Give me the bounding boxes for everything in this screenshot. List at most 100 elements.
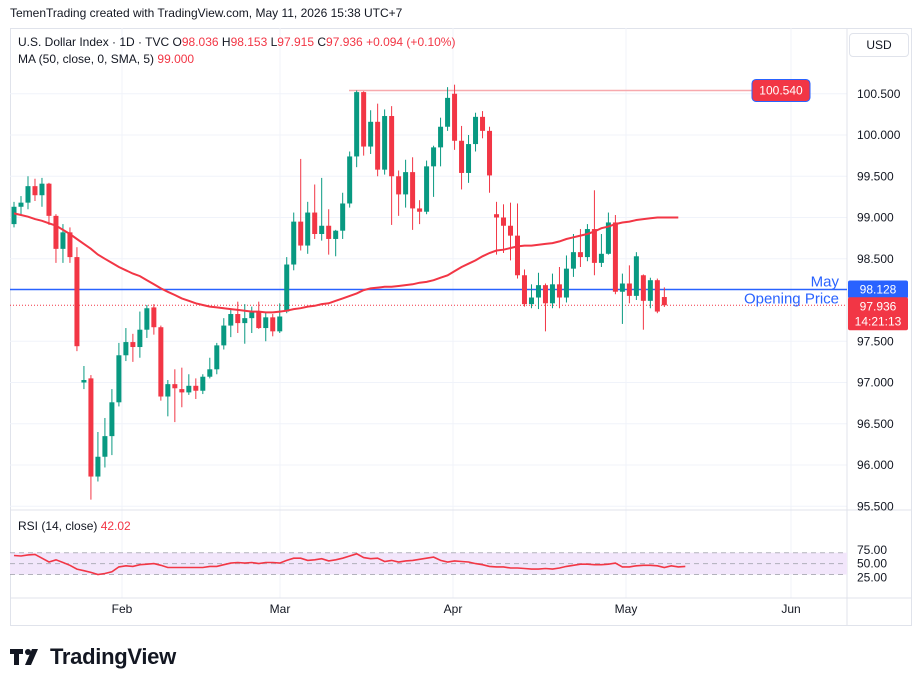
candle-body xyxy=(619,283,625,292)
candle-body xyxy=(528,297,534,305)
price-tick-label: 100.500 xyxy=(857,87,901,101)
candle-body xyxy=(319,225,325,234)
candle-body xyxy=(228,314,234,326)
rsi-tick-label: 75.00 xyxy=(857,543,887,557)
candle-body xyxy=(39,183,45,196)
candle-body xyxy=(403,172,409,195)
candle-body xyxy=(577,252,583,258)
time-tick-label: Apr xyxy=(444,602,463,616)
candle-body xyxy=(221,325,227,346)
candle-body xyxy=(445,97,451,127)
legend-ohlc-key: C xyxy=(317,35,327,49)
legend-rsi: RSI (14, close) 42.02 xyxy=(18,519,131,533)
candle-body xyxy=(410,172,416,209)
price-tick-label: 96.500 xyxy=(857,417,894,431)
candle-body xyxy=(452,93,458,141)
legend-ohlc-key: O xyxy=(172,35,182,49)
candle-body xyxy=(521,275,527,305)
candle-body xyxy=(165,384,171,397)
rsi-tick-label: 25.00 xyxy=(857,570,887,584)
candle-body xyxy=(389,116,395,177)
candle-body xyxy=(354,92,360,157)
candle-body xyxy=(473,116,479,145)
chart-frame xyxy=(10,28,912,626)
candle-body xyxy=(361,92,367,147)
last-price-badge xyxy=(848,297,908,331)
level-price-label: 98.128 xyxy=(860,282,897,296)
candle-body xyxy=(640,275,646,301)
candle-body xyxy=(584,229,590,258)
candle-body xyxy=(382,116,388,170)
candle-body xyxy=(123,342,129,356)
candle-body xyxy=(298,221,304,246)
currency-button[interactable]: USD xyxy=(849,33,909,57)
candle-body xyxy=(598,253,604,263)
candle-body xyxy=(514,235,520,276)
candle-body xyxy=(291,221,297,265)
candle-body xyxy=(368,121,374,147)
candle-body xyxy=(501,217,507,226)
legend-main: U.S. Dollar Index · 1D · TVC O98.036 H98… xyxy=(18,35,455,49)
price-tick-label: 96.000 xyxy=(857,458,894,472)
candle-body xyxy=(67,232,73,258)
time-tick-label: Jun xyxy=(781,602,800,616)
candle-body xyxy=(116,355,122,403)
candle-body xyxy=(137,329,143,348)
candle-body xyxy=(647,280,653,301)
time-tick-label: May xyxy=(615,602,638,616)
tradingview-logo-text: TradingView xyxy=(50,644,176,669)
candle-body xyxy=(556,284,562,298)
candle-body xyxy=(661,297,667,306)
candle-body xyxy=(305,212,311,246)
candle-body xyxy=(626,283,632,296)
countdown-label: 14:21:13 xyxy=(855,314,902,328)
legend-ma: MA (50, close, 0, SMA, 5) 99.000 xyxy=(18,52,194,66)
candle-body xyxy=(32,186,38,196)
price-tick-label: 100.000 xyxy=(857,128,901,142)
candle-body xyxy=(151,307,157,328)
candle-body xyxy=(130,342,136,348)
candle-body xyxy=(487,130,493,176)
candle-body xyxy=(459,140,465,173)
candle-body xyxy=(605,222,611,254)
candle-body xyxy=(144,308,150,330)
level-price-badge xyxy=(848,280,908,299)
candle-body xyxy=(326,225,332,239)
candle-body xyxy=(46,183,52,216)
candle-body xyxy=(74,257,80,347)
candle-body xyxy=(438,126,444,148)
candle-body xyxy=(186,385,192,393)
legend-ohlc-value: 98.036 xyxy=(181,35,219,49)
ma50-line xyxy=(13,212,679,314)
candle-body xyxy=(424,166,430,212)
candle-body xyxy=(53,215,59,249)
axes-layer: 100.500 100.000 99.500 99.000 98.500 97.500 97… xyxy=(112,87,901,616)
legend-change: +0.094 (+0.10%) xyxy=(366,35,456,49)
candle-body xyxy=(654,280,660,312)
levels-layer xyxy=(10,89,847,306)
candle-body xyxy=(60,232,66,249)
candle-body xyxy=(431,147,437,167)
candle-body xyxy=(81,380,87,383)
tradingview-logo[interactable]: TradingView xyxy=(10,644,176,670)
legend-ohlc-value: 97.915 xyxy=(277,35,314,49)
legend-symbol[interactable]: U.S. Dollar Index · 1D · TVC xyxy=(18,35,170,49)
candle-body xyxy=(200,376,206,391)
candle-body xyxy=(591,229,597,263)
level-line-text-2: Opening Price xyxy=(744,290,839,307)
candle-body xyxy=(417,208,423,212)
candle-body xyxy=(235,314,241,324)
legend-ma-label[interactable]: MA (50, close, 0, SMA, 5) xyxy=(18,52,155,66)
candle-body xyxy=(179,389,185,393)
candle-body xyxy=(263,317,269,329)
legend-rsi-label[interactable]: RSI (14, close) xyxy=(18,519,98,533)
candle-body xyxy=(95,456,101,477)
price-tick-label: 99.500 xyxy=(857,169,894,183)
candle-body xyxy=(396,176,402,195)
candle-body xyxy=(18,202,24,207)
candle-body xyxy=(375,121,381,170)
price-tick-label: 98.500 xyxy=(857,252,894,266)
candle-body xyxy=(570,252,576,269)
candle-body xyxy=(494,214,500,218)
